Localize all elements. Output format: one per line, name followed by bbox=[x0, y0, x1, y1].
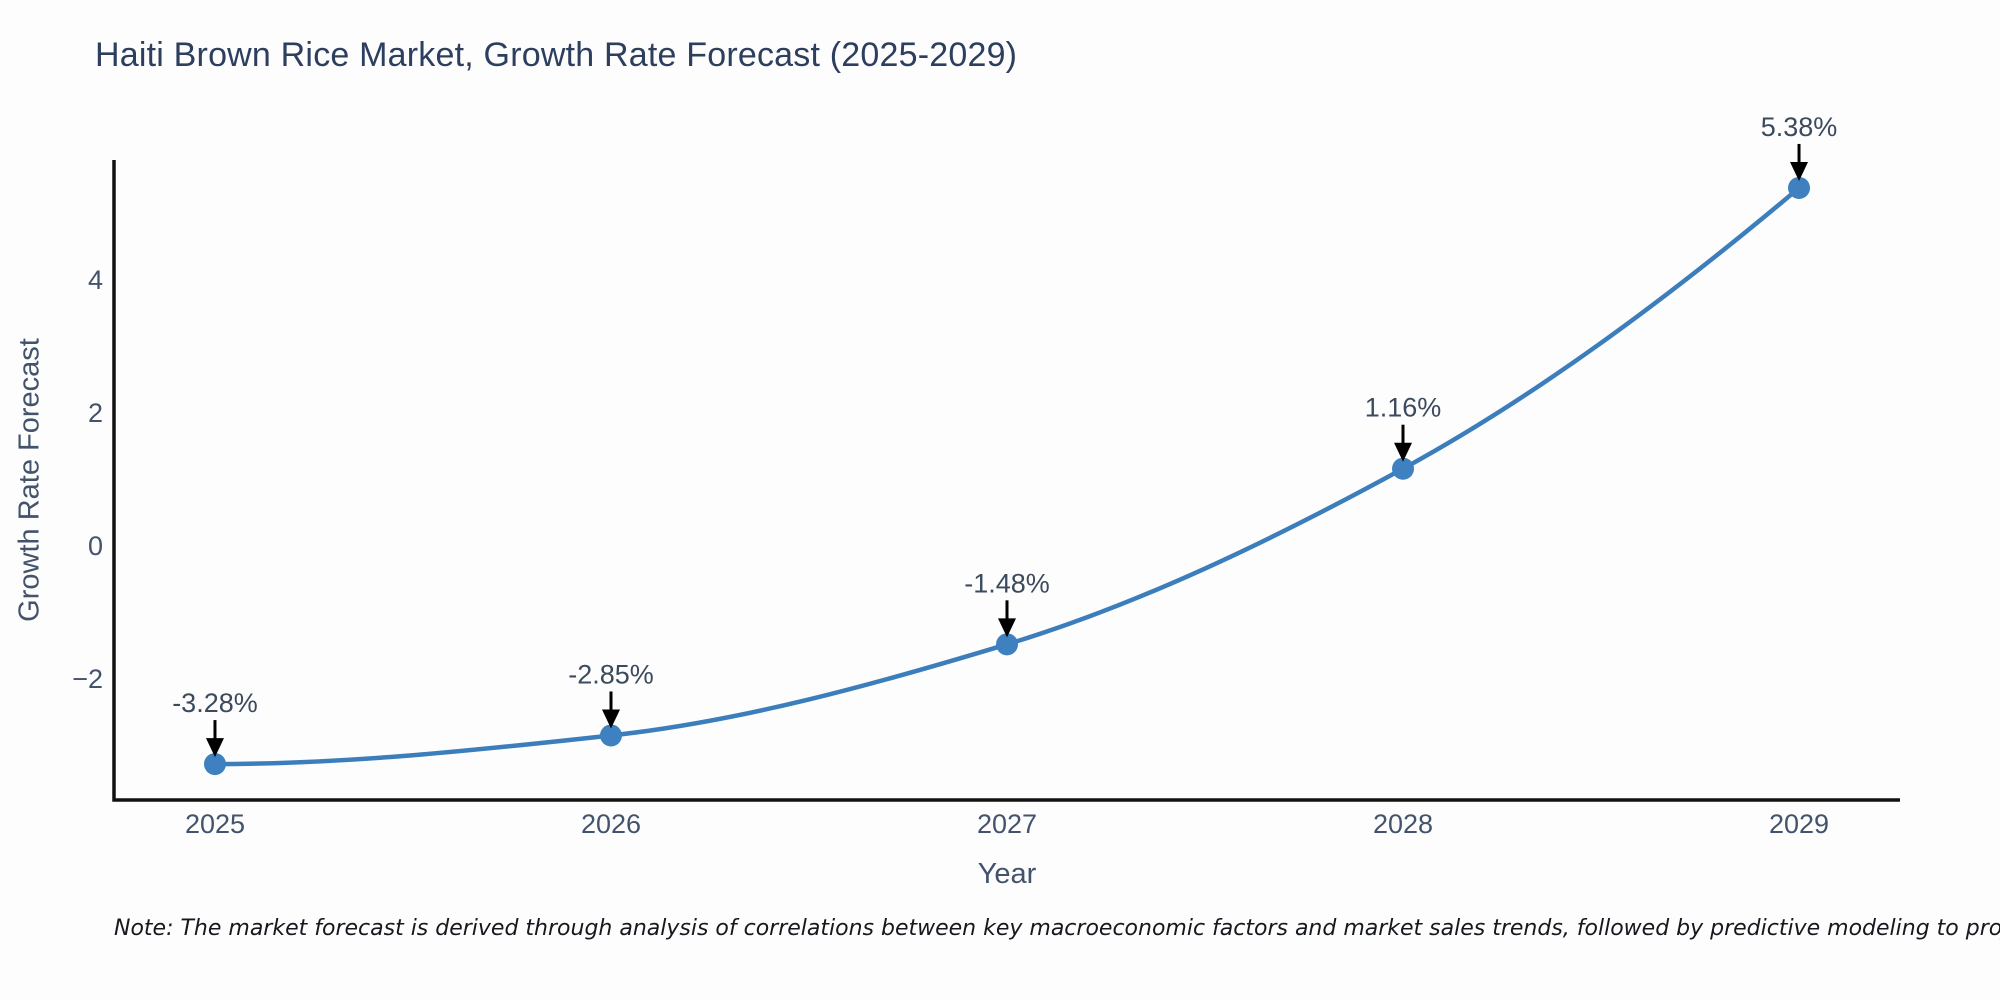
data-point-marker-2027 bbox=[996, 633, 1018, 656]
data-point-marker-2028 bbox=[1392, 457, 1415, 480]
y-tick-label: −2 bbox=[72, 664, 103, 694]
data-point-marker-2026 bbox=[599, 724, 622, 747]
x-tick-label: 2028 bbox=[1373, 809, 1433, 839]
trend-line bbox=[212, 185, 1802, 767]
annotation-label-2029: 5.38% bbox=[1761, 112, 1838, 142]
annotation-arrow-head bbox=[1394, 442, 1413, 462]
annotation-label-2028: 1.16% bbox=[1365, 393, 1442, 423]
annotation-arrow-head bbox=[601, 709, 620, 729]
axis-spines bbox=[112, 160, 1900, 802]
x-tick-label: 2027 bbox=[977, 809, 1037, 839]
y-tick-label: 4 bbox=[88, 265, 103, 295]
annotation-arrow-head bbox=[998, 618, 1016, 638]
annotation-label-2027: -1.48% bbox=[964, 568, 1050, 598]
annotation-arrow-head bbox=[205, 738, 224, 758]
x-tick-label: 2029 bbox=[1769, 809, 1829, 839]
annotation-arrow-head bbox=[1790, 161, 1809, 181]
footnote: Note: The market forecast is derived thr… bbox=[114, 916, 2000, 941]
annotation-label-2025: -3.28% bbox=[172, 688, 258, 718]
data-point-marker-2029 bbox=[1788, 176, 1811, 199]
data-point-marker-2025 bbox=[203, 753, 226, 776]
annotation-label-2026: -2.85% bbox=[568, 659, 654, 689]
y-tick-label: 0 bbox=[88, 531, 103, 561]
x-tick-label: 2026 bbox=[581, 809, 641, 839]
y-tick-label: 2 bbox=[88, 398, 103, 428]
chart-title: Haiti Brown Rice Market, Growth Rate For… bbox=[95, 36, 1018, 74]
x-tick-label: 2025 bbox=[185, 809, 245, 839]
x-axis-label: Year bbox=[977, 858, 1037, 890]
